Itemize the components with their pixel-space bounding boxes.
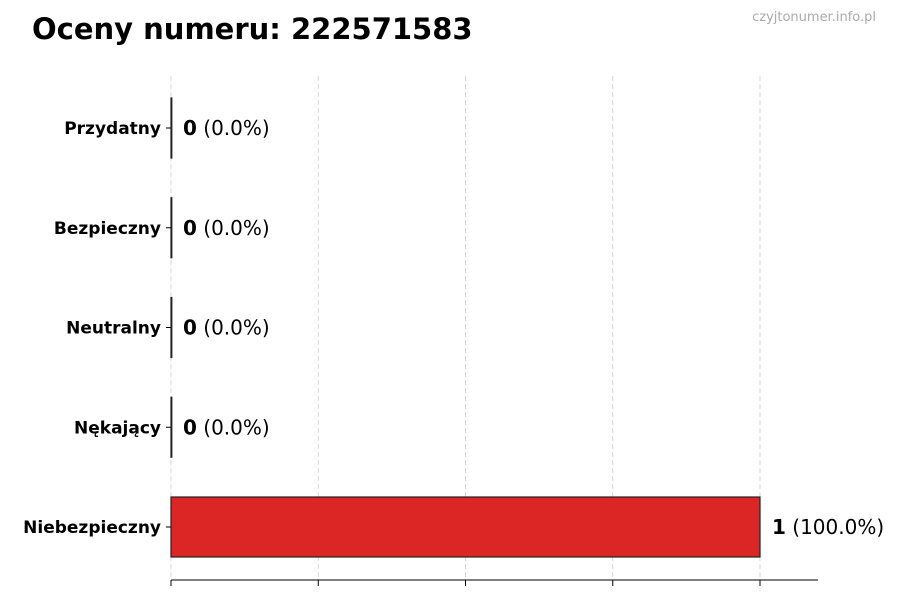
data-label-count: 0 (183, 316, 197, 340)
bar (170, 97, 173, 159)
data-label: 0 (0.0%) (183, 216, 270, 240)
data-label-pct: (0.0%) (197, 415, 270, 439)
watermark: czyjtonumer.info.pl (752, 10, 876, 25)
y-tick-label: Niebezpieczny (23, 518, 161, 538)
y-tick-label: Przydatny (64, 119, 161, 139)
y-tick-label: Bezpieczny (54, 219, 161, 239)
y-tick-label: Neutralny (66, 319, 161, 339)
data-label: 0 (0.0%) (183, 116, 270, 140)
chart-title: Oceny numeru: 222571583 (32, 12, 473, 46)
bar (170, 396, 173, 458)
data-label-pct: (0.0%) (197, 316, 270, 340)
data-label-pct: (100.0%) (786, 515, 884, 539)
data-label: 0 (0.0%) (183, 316, 270, 340)
y-tick-label: Nękający (74, 418, 161, 438)
data-label: 0 (0.0%) (183, 415, 270, 439)
data-label: 1 (100.0%) (772, 515, 884, 539)
data-label-count: 1 (772, 515, 786, 539)
data-label-count: 0 (183, 415, 197, 439)
data-label-count: 0 (183, 216, 197, 240)
data-label-pct: (0.0%) (197, 116, 270, 140)
bar (170, 197, 173, 259)
data-label-count: 0 (183, 116, 197, 140)
bar (170, 296, 173, 359)
bar (170, 496, 761, 558)
data-label-pct: (0.0%) (197, 216, 270, 240)
